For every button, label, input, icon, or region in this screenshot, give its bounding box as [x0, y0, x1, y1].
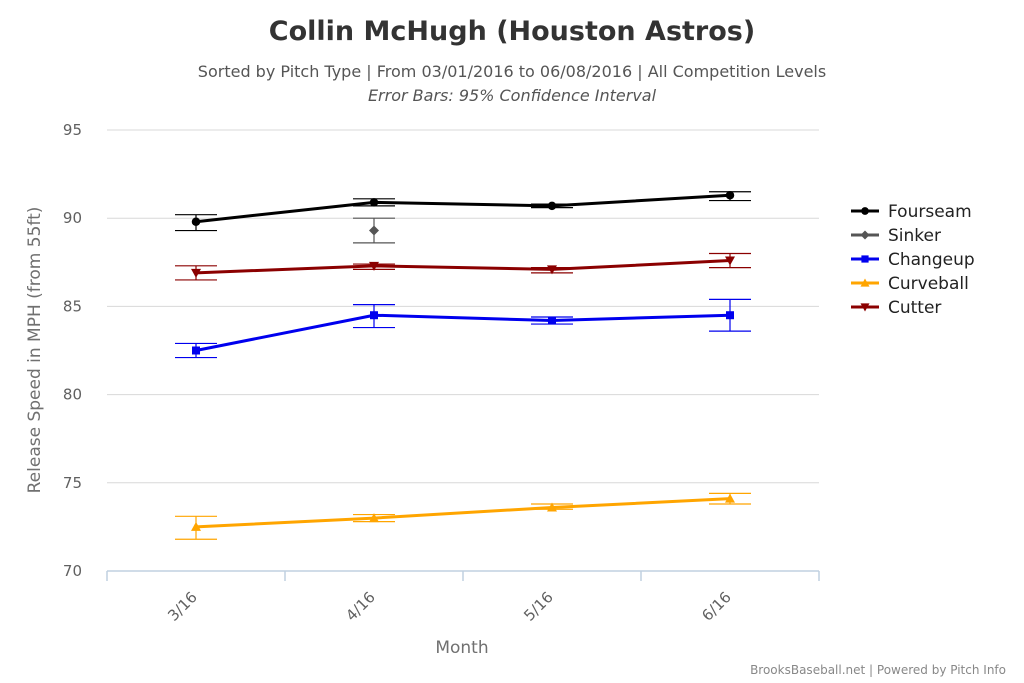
- data-point-fourseam-3: [547, 201, 557, 211]
- legend-label-cutter: Cutter: [888, 298, 941, 318]
- series-line-changeup: [195, 313, 731, 352]
- data-point-curveball-2: [369, 513, 379, 523]
- y-tick-label-95: 95: [63, 121, 82, 139]
- data-point-changeup-4: [726, 311, 734, 320]
- data-point-curveball-4: [725, 493, 735, 503]
- data-point-changeup-2: [370, 311, 378, 320]
- x-tick-label-3: 5/16: [520, 588, 557, 625]
- data-point-curveball-1: [191, 521, 201, 531]
- data-point-curveball-3: [547, 502, 557, 512]
- x-tick-label-2: 4/16: [342, 588, 379, 625]
- y-tick-label-80: 80: [63, 386, 82, 404]
- chart-subtitle-error-bars: Error Bars: 95% Confidence Interval: [368, 86, 657, 105]
- x-axis-title: Month: [435, 638, 488, 658]
- legend-item-cutter[interactable]: Cutter: [851, 298, 941, 318]
- series-line-curveball: [195, 497, 731, 529]
- data-point-cutter-2: [369, 261, 379, 271]
- legend-marker-curveball: [860, 278, 870, 287]
- legend-item-sinker[interactable]: Sinker: [851, 226, 941, 246]
- legend-item-changeup[interactable]: Changeup: [851, 250, 975, 270]
- credits[interactable]: BrooksBaseball.net | Powered by Pitch In…: [750, 663, 1006, 677]
- data-point-fourseam-1: [191, 217, 201, 226]
- y-tick-label-90: 90: [63, 209, 82, 227]
- series-layer: [175, 191, 751, 540]
- chart-subtitle: Sorted by Pitch Type | From 03/01/2016 t…: [198, 62, 826, 81]
- legend-marker-sinker: [860, 230, 870, 240]
- y-tick-label-70: 70: [63, 562, 82, 580]
- data-point-cutter-3: [547, 265, 557, 275]
- y-axis-title: Release Speed in MPH (from 55ft): [25, 207, 45, 494]
- data-point-fourseam-2: [369, 198, 379, 207]
- legend[interactable]: Fourseam Sinker Changeup Curveball Cutter: [851, 202, 975, 318]
- legend-label-changeup: Changeup: [888, 250, 975, 270]
- x-axis: 3/16 4/16 5/16 6/16: [106, 570, 820, 625]
- data-point-fourseam-4: [725, 191, 735, 200]
- series-sinker: [353, 217, 395, 244]
- legend-label-curveball: Curveball: [888, 274, 969, 294]
- series-line-cutter: [195, 259, 731, 275]
- data-point-sinker-2: [369, 225, 379, 236]
- data-point-cutter-1: [191, 268, 201, 278]
- legend-item-curveball[interactable]: Curveball: [851, 274, 969, 294]
- data-point-cutter-4: [725, 256, 735, 266]
- y-axis-labels: 70 75 80 85 90 95: [63, 121, 82, 580]
- legend-label-sinker: Sinker: [888, 226, 941, 246]
- series-line-fourseam: [195, 193, 731, 224]
- series-fourseam: [175, 191, 751, 232]
- series-changeup: [175, 298, 751, 359]
- legend-marker-changeup: [861, 255, 869, 263]
- series-cutter: [175, 252, 751, 281]
- legend-marker-cutter: [860, 303, 870, 312]
- x-tick-label-1: 3/16: [164, 588, 201, 625]
- y-tick-label-85: 85: [63, 297, 82, 315]
- legend-marker-fourseam: [861, 207, 869, 215]
- x-tick-label-4: 6/16: [698, 588, 735, 625]
- legend-item-fourseam[interactable]: Fourseam: [851, 202, 972, 222]
- series-curveball: [175, 492, 751, 540]
- data-point-changeup-1: [192, 346, 200, 355]
- grid-lines: [107, 129, 819, 484]
- chart-title: Collin McHugh (Houston Astros): [269, 16, 755, 47]
- data-point-changeup-3: [548, 316, 556, 325]
- legend-label-fourseam: Fourseam: [888, 202, 972, 222]
- y-tick-label-75: 75: [63, 474, 82, 492]
